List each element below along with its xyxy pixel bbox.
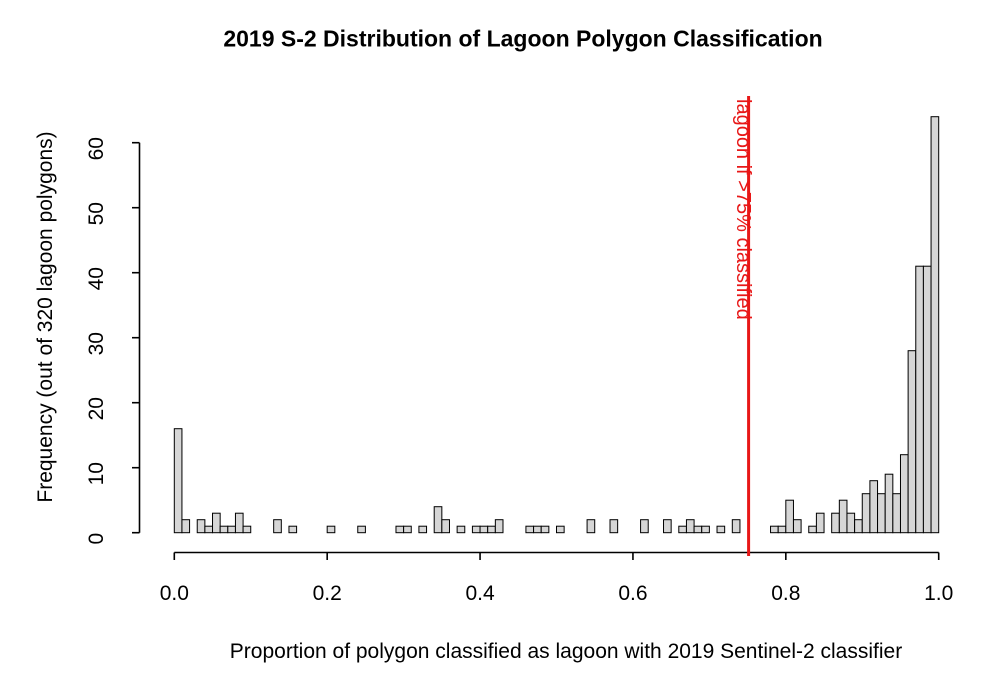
histogram-bar [854, 519, 863, 534]
histogram-bar [288, 525, 298, 534]
histogram-bar [869, 480, 879, 534]
histogram-bar [609, 519, 619, 534]
x-axis-label: Proportion of polygon classified as lago… [229, 640, 903, 663]
histogram-bar [792, 519, 802, 534]
histogram-bar [227, 525, 236, 534]
histogram-bar [892, 493, 901, 534]
histogram-bar [181, 519, 191, 534]
y-axis-label: Frequency (out of 320 lagoon polygons) [34, 131, 57, 503]
y-tick-label: 50 [85, 202, 108, 225]
histogram-bar [525, 525, 535, 534]
histogram-bar [884, 473, 894, 534]
histogram-bar [693, 525, 703, 534]
histogram-bar [204, 525, 214, 534]
histogram-bar [640, 519, 649, 534]
histogram-bar [273, 519, 282, 534]
histogram-bar [907, 350, 917, 534]
y-tick-label: 0 [85, 533, 108, 545]
histogram-bar [173, 428, 183, 534]
histogram-bar [678, 525, 687, 534]
histogram-bar [234, 512, 244, 534]
x-tick-label: 0.2 [313, 582, 342, 605]
histogram-bar [701, 525, 710, 534]
histogram-bar [441, 519, 450, 534]
histogram-bar [922, 265, 932, 534]
x-tick-label: 0.6 [618, 582, 647, 605]
x-tick-label: 0.8 [771, 582, 800, 605]
histogram-bar [494, 519, 504, 534]
histogram-bar [395, 525, 405, 534]
y-tick-label: 40 [85, 267, 108, 290]
histogram-bar [418, 525, 428, 534]
histogram-bar [196, 519, 206, 534]
y-tick-label: 60 [85, 137, 108, 160]
histogram-bar [212, 512, 221, 534]
histogram-bar [487, 525, 496, 534]
histogram-bar [586, 519, 596, 534]
histogram-bar [219, 525, 229, 534]
histogram-bar [770, 525, 779, 534]
chart-title: 2019 S-2 Distribution of Lagoon Polygon … [223, 25, 823, 52]
x-tick-label: 1.0 [924, 582, 953, 605]
histogram-bar [731, 519, 741, 534]
y-tick-label: 30 [85, 332, 108, 355]
x-tick-label: 0.4 [465, 582, 495, 605]
histogram-bar [540, 525, 550, 534]
histogram-bar [838, 499, 848, 534]
histogram-bar [716, 525, 726, 534]
histogram-bar [433, 506, 443, 534]
histogram-bar [326, 525, 336, 534]
histogram-bar [242, 525, 252, 534]
histogram-bar [556, 525, 565, 534]
histogram-bar [663, 519, 672, 534]
histogram-bar [785, 499, 794, 534]
x-tick-label: 0.0 [160, 582, 189, 605]
histogram-bar [479, 525, 489, 534]
y-tick-label: 20 [85, 397, 108, 420]
histogram-bar [685, 519, 695, 534]
histogram-bar [357, 525, 366, 534]
histogram-bar [861, 493, 871, 534]
histogram-bar [777, 525, 787, 534]
histogram-bar [930, 116, 940, 534]
y-tick-label: 10 [85, 462, 108, 485]
histogram-bar [456, 525, 466, 534]
histogram-bar [815, 512, 825, 534]
histogram-bar [877, 493, 886, 534]
histogram-bar [403, 525, 412, 534]
histogram-bar [846, 512, 856, 534]
histogram-bar [915, 265, 924, 534]
histogram-bar [533, 525, 542, 534]
histogram-bar [831, 512, 840, 534]
histogram-bar [808, 525, 817, 534]
histogram-bar [899, 454, 909, 534]
threshold-annotation: lagoon if >75% classified [732, 99, 754, 320]
histogram-bar [471, 525, 481, 534]
